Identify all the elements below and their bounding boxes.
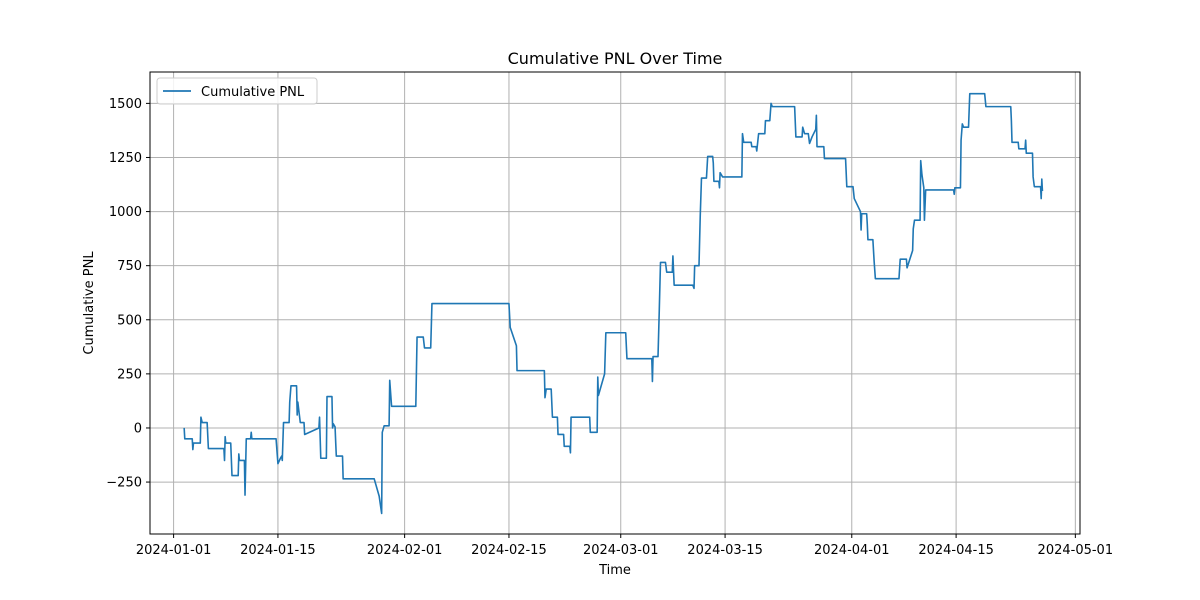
y-tick-label: 500 [117, 313, 142, 328]
y-tick-label: 750 [117, 259, 142, 274]
grid [150, 72, 1080, 534]
y-axis-title: Cumulative PNL [82, 251, 97, 355]
legend-label-cumulative-pnl: Cumulative PNL [201, 85, 305, 100]
x-tick-label: 2024-02-15 [471, 543, 547, 558]
x-tick-label: 2024-01-01 [136, 543, 212, 558]
legend: Cumulative PNL [156, 77, 318, 105]
legend-box [156, 77, 318, 105]
x-tick-label: 2024-01-15 [240, 543, 316, 558]
plot-frame [149, 71, 1081, 535]
x-axis-title: Time [598, 563, 631, 578]
series-line-cumulative-pnl [183, 92, 1044, 515]
y-axis: −250 0 250 500 750 1000 1250 1500 [106, 97, 150, 491]
x-tick-label: 2024-02-01 [367, 543, 443, 558]
y-tick-label: 250 [117, 367, 142, 382]
y-tick-label: 0 [134, 421, 142, 436]
y-tick-label: 1250 [109, 151, 142, 166]
y-tick-label: 1500 [109, 97, 142, 112]
x-tick-label: 2024-05-01 [1038, 543, 1114, 558]
y-tick-label: 1000 [109, 205, 142, 220]
x-tick-label: 2024-04-01 [814, 543, 890, 558]
x-tick-label: 2024-03-01 [583, 543, 659, 558]
x-axis: 2024-01-01 2024-01-15 2024-02-01 2024-02-15… [136, 534, 1113, 558]
chart-title: Cumulative PNL Over Time [508, 49, 723, 68]
x-tick-label: 2024-03-15 [687, 543, 763, 558]
y-tick-label: −250 [106, 476, 142, 491]
x-tick-label: 2024-04-15 [918, 543, 994, 558]
